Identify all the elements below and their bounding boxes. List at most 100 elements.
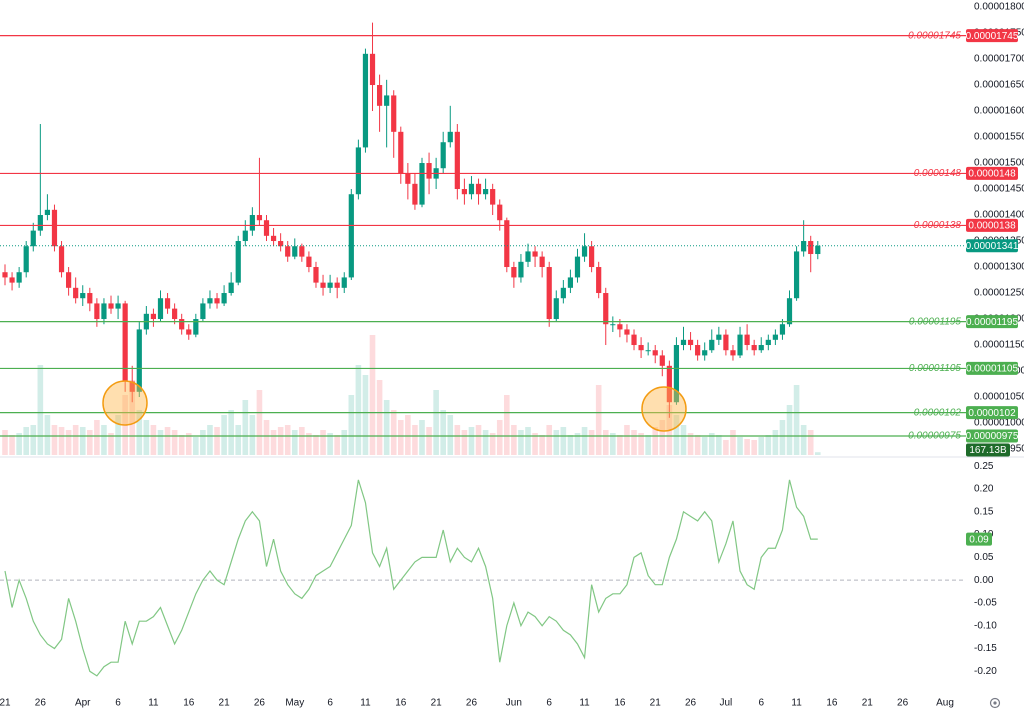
candle-body (136, 329, 142, 392)
candle-body (157, 298, 164, 320)
volume-bar (595, 385, 602, 455)
volume-bar (447, 415, 454, 455)
volume-bar (489, 433, 496, 455)
candle-body (772, 334, 778, 340)
candle-body (299, 246, 305, 257)
candle-body (560, 287, 566, 299)
level-badge-text: 0.00000975 (966, 431, 1019, 442)
candle-body (574, 256, 581, 278)
volume-bar (454, 425, 461, 455)
volume-bar (532, 433, 538, 455)
candle-body (129, 381, 135, 392)
candle-body (468, 183, 475, 195)
volume-bar (79, 427, 86, 455)
volume-bar (369, 335, 376, 455)
volume-bar (631, 430, 637, 455)
volume-bar (744, 439, 750, 455)
candle-body (313, 267, 319, 283)
candle-body (617, 324, 623, 330)
candle-body (532, 251, 538, 257)
x-tick-label: 6 (327, 698, 333, 709)
volume-bar (249, 415, 256, 455)
candle-body (426, 163, 432, 179)
candle-body (659, 355, 665, 366)
volume-bar (723, 440, 729, 455)
volume-bar (624, 425, 630, 455)
annotations (0, 380, 1024, 709)
level-badge (966, 166, 1018, 180)
candle-body (405, 173, 411, 184)
osc-line (4, 479, 818, 677)
y-tick-label: 0.00001450 (974, 184, 1024, 195)
x-tick-label: Jun (506, 698, 522, 709)
volume-bar (610, 433, 616, 455)
candle-body (115, 303, 121, 309)
candle-body (461, 189, 467, 195)
candle-body (723, 334, 729, 351)
volume-bar (730, 430, 736, 455)
candle-body (214, 298, 220, 304)
volume-bar (511, 425, 517, 455)
x-tick-label: 6 (546, 698, 552, 709)
volume-bar (461, 430, 468, 455)
candle-body (73, 287, 79, 299)
level-badge-text: 0.0000102 (968, 408, 1016, 419)
volume-bar (37, 365, 44, 455)
settings-icon[interactable] (989, 697, 1001, 709)
candle-body (581, 246, 588, 257)
volume-bar (65, 430, 72, 455)
volume-bar (87, 430, 93, 455)
volume-bar (758, 437, 765, 455)
candle-body (666, 365, 672, 403)
volume-bar (405, 415, 411, 455)
osc-tick-label: 0.15 (974, 506, 994, 517)
volume-bar (617, 435, 623, 455)
volume-bar (814, 452, 821, 455)
volume-bar (694, 435, 701, 455)
x-tick-label: 16 (395, 698, 407, 709)
volume-bar (716, 435, 722, 455)
volume-bar (16, 433, 22, 455)
volume-bar (518, 430, 524, 455)
candle-body (193, 319, 199, 335)
candle-body (546, 267, 552, 320)
x-tick-label: May (285, 698, 304, 709)
candle-body (44, 209, 51, 216)
candle-body (9, 277, 15, 283)
candle-body (589, 246, 595, 268)
candle-body (30, 230, 36, 247)
y-tick-label: 0.00001700 (974, 54, 1024, 65)
volume-bar (228, 410, 234, 455)
volume-bar (553, 430, 560, 455)
candle-body (376, 85, 383, 106)
level-badge (966, 218, 1018, 232)
osc-tick-label: 0.00 (974, 575, 994, 586)
volume-bar (383, 400, 390, 455)
candle-body (673, 345, 680, 403)
volume-bar (242, 400, 249, 455)
candle-body (638, 345, 644, 351)
candle-body (525, 251, 531, 262)
candle-body (412, 183, 418, 205)
osc-tick-label: -0.20 (974, 666, 997, 677)
candle-body (765, 339, 771, 346)
volume-bar (800, 425, 807, 455)
volume-bar (129, 380, 136, 455)
volume-bar (588, 430, 595, 455)
candle-body (518, 261, 524, 278)
y-tick-label: 0.00001600 (974, 106, 1024, 117)
x-tick-label: 26 (254, 698, 266, 709)
y-tick-label: 0.00001000 (974, 418, 1024, 429)
volume-bar (652, 427, 659, 455)
x-tick-label: 26 (35, 698, 47, 709)
x-tick-label: 11 (791, 698, 802, 709)
volume-bar (221, 415, 227, 455)
volume-bar (701, 437, 708, 455)
volume-bar (765, 435, 772, 455)
x-tick-label: 21 (431, 698, 443, 709)
volume-bar (772, 430, 779, 455)
level-badge-text: 0.00001745 (966, 31, 1019, 42)
candle-body (207, 298, 213, 304)
x-tick-label: 26 (466, 698, 478, 709)
candle-body (504, 220, 510, 268)
